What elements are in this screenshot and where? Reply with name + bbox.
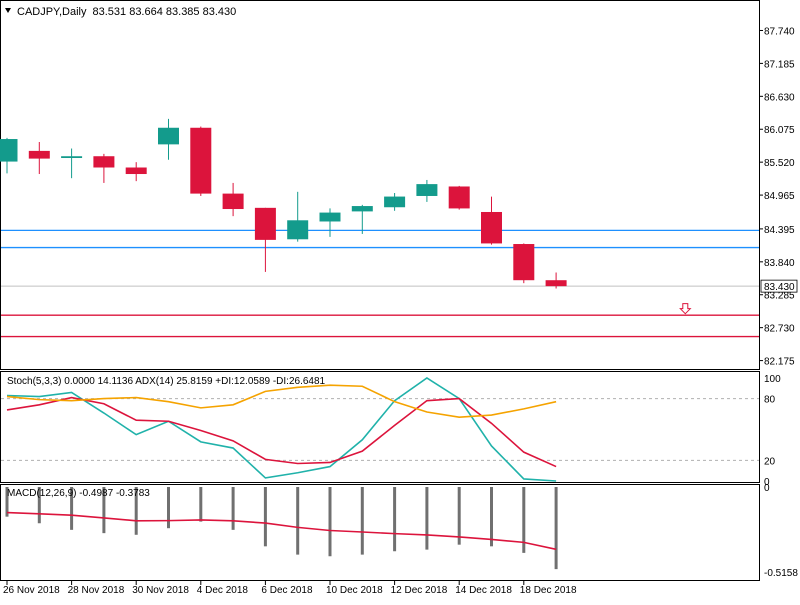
candle [190,126,212,196]
stoch-y-tick-label: 100 [764,374,781,385]
stoch-y-tick-label: 80 [764,395,776,406]
y-tick-label: 83.840 [764,258,795,269]
current-price-label: 83.430 [764,282,795,293]
macd-panel-frame [0,484,760,581]
candle-body [158,127,179,145]
current-price-box [760,279,798,293]
macd-layer [5,487,558,570]
candle-body [61,156,83,159]
down-arrow-icon [679,303,692,315]
stoch-series-red [6,396,557,468]
candle-body [93,156,115,168]
candle-body [287,220,309,240]
candle [351,204,373,234]
candle-body [448,186,470,209]
candle [384,193,406,211]
candle-body [28,150,50,159]
y-tick-label: 84.965 [764,191,795,202]
candle-body [190,127,212,194]
y-tick-label: 87.185 [764,59,795,70]
macd-y-tick-label: -0.5158 [764,568,798,579]
x-tick-label: 14 Dec 2018 [455,585,512,596]
chart-symbol-title: CADJPY,Daily 83.531 83.664 83.385 83.430 [17,6,236,18]
stoch-series-teal [6,377,557,482]
stoch-y-tick-label: 20 [764,456,776,467]
macd-signal-line [6,511,557,551]
y-tick-label: 84.395 [764,225,795,236]
y-tick-label: 86.075 [764,125,795,136]
stoch-panel-frame [0,371,760,483]
macd-y-tick-label: 0 [764,483,770,494]
macd-indicator-title: MACD(12,26,9) -0.4987 -0.3783 [7,488,150,499]
candle [61,148,83,179]
candle [222,182,244,217]
x-tick-label: 18 Dec 2018 [520,585,577,596]
stoch-series-orange [6,384,557,418]
candle-body [351,206,373,212]
candle [319,208,341,237]
candle [93,153,115,183]
candle [158,118,179,160]
y-tick-label: 82.730 [764,324,795,335]
stoch-y-tick-label: 0 [764,477,770,488]
candle [416,179,438,202]
x-tick-label: 10 Dec 2018 [326,585,383,596]
y-tick-label: 87.740 [764,26,795,37]
candle [125,162,147,182]
horizontal-lines-layer [1,229,759,338]
candle-body [416,184,438,196]
y-tick-label: 82.175 [764,357,795,368]
y-tick-label: 85.520 [764,158,795,169]
candle-body [319,212,341,222]
candle [545,272,567,289]
candle [254,207,276,272]
candle [481,196,502,245]
candle-body [0,139,18,162]
chart-menu-triangle-icon[interactable] [5,8,11,13]
x-tick-label: 28 Nov 2018 [68,585,125,596]
candle [287,191,309,242]
candle [28,141,50,175]
x-tick-label: 12 Dec 2018 [391,585,448,596]
candle [513,243,535,284]
candle-body [545,280,567,287]
x-tick-label: 4 Dec 2018 [197,585,249,596]
candle-body [513,244,535,281]
stoch-indicator-title: Stoch(5,3,3) 0.0000 14.1136 ADX(14) 25.8… [7,376,326,387]
candle [0,137,18,174]
main-panel-frame [0,0,760,370]
candle [448,185,470,210]
candles-layer [0,118,692,315]
y-tick-label: 86.630 [764,92,795,103]
candle-body [222,193,244,210]
stoch-adx-layer [1,377,759,482]
axis-labels-layer: 87.740 87.185 86.630 86.075 85.520 84.965 84.3… [3,26,798,596]
x-tick-label: 30 Nov 2018 [132,585,189,596]
candle-body [254,207,276,240]
x-tick-label: 6 Dec 2018 [261,585,313,596]
candle-body [384,196,406,208]
x-tick-label: 26 Nov 2018 [3,585,60,596]
candle-body [481,211,502,244]
y-tick-label: 83.285 [764,291,795,302]
candle-body [125,167,147,175]
